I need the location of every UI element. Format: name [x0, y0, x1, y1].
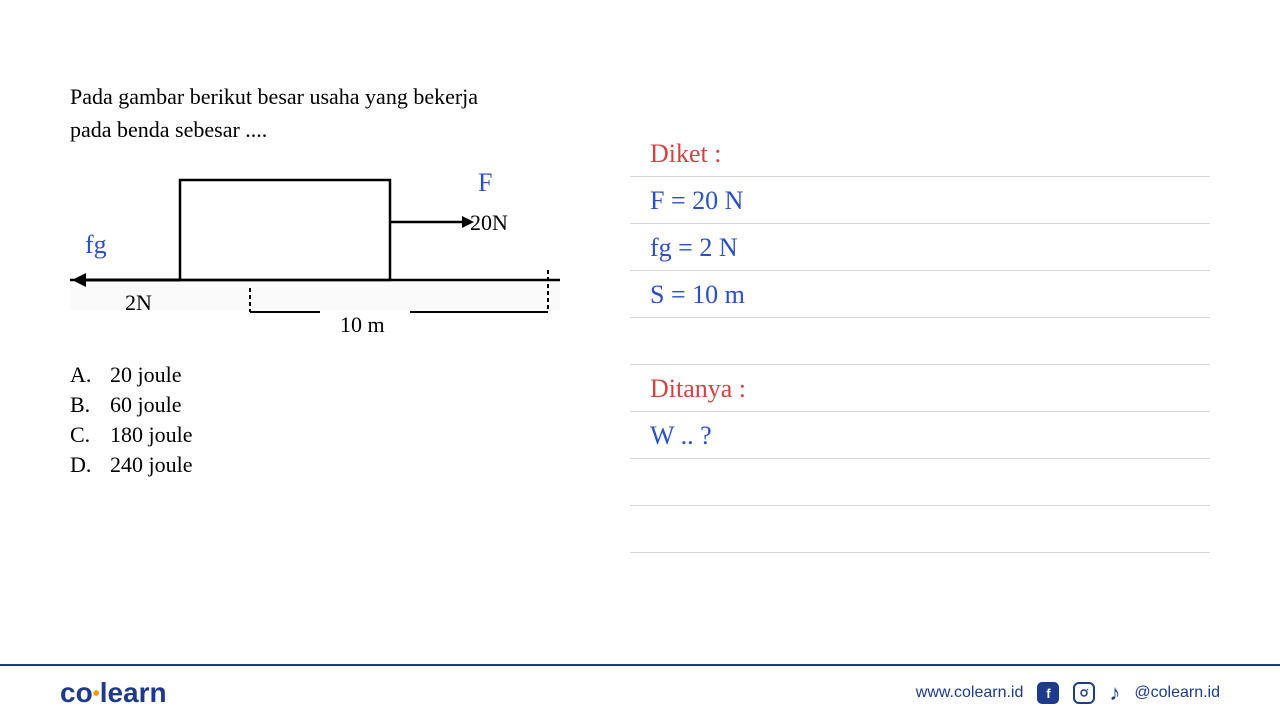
solution-handwriting: Diket : F = 20 N fg = 2 N S = 10 m Ditan… — [630, 130, 1210, 459]
option-text: 60 joule — [110, 392, 182, 418]
option-letter: D. — [70, 452, 94, 478]
option-text: 20 joule — [110, 362, 182, 388]
question-line-2: pada benda sebesar .... — [70, 117, 267, 142]
logo-dot-icon: • — [93, 683, 100, 705]
question-line-1: Pada gambar berikut besar usaha yang bek… — [70, 84, 478, 109]
solution-blank-line — [650, 318, 1210, 365]
solution-line-F: F = 20 N — [650, 177, 1210, 224]
label-friction-fg: fg — [85, 230, 107, 260]
option-d: D. 240 joule — [70, 452, 590, 478]
facebook-icon[interactable]: f — [1037, 682, 1059, 704]
option-c: C. 180 joule — [70, 422, 590, 448]
logo-co: co — [60, 677, 93, 708]
label-20N: 20N — [470, 210, 508, 236]
colearn-logo: co•learn — [60, 677, 167, 709]
solution-line-S: S = 10 m — [650, 271, 1210, 318]
option-letter: A. — [70, 362, 94, 388]
solution-panel: Diket : F = 20 N fg = 2 N S = 10 m Ditan… — [630, 80, 1210, 482]
option-letter: B. — [70, 392, 94, 418]
solution-header-diket: Diket : — [650, 130, 1210, 177]
website-link[interactable]: www.colearn.id — [916, 684, 1024, 702]
solution-line-fg: fg = 2 N — [650, 224, 1210, 271]
solution-line-W: W .. ? — [650, 412, 1210, 459]
logo-learn: learn — [100, 677, 167, 708]
instagram-icon[interactable] — [1073, 682, 1095, 704]
content-area: Pada gambar berikut besar usaha yang bek… — [0, 0, 1280, 502]
social-handle: @colearn.id — [1134, 684, 1220, 702]
label-force-F: F — [478, 168, 492, 198]
option-text: 180 joule — [110, 422, 193, 448]
label-2N: 2N — [125, 290, 152, 316]
label-10m: 10 m — [340, 312, 385, 338]
solution-header-ditanya: Ditanya : — [650, 365, 1210, 412]
question-panel: Pada gambar berikut besar usaha yang bek… — [70, 80, 590, 482]
tiktok-icon[interactable]: ♪ — [1109, 680, 1120, 706]
answer-options: A. 20 joule B. 60 joule C. 180 joule D. … — [70, 362, 590, 478]
footer-right: www.colearn.id f ♪ @colearn.id — [916, 680, 1220, 706]
option-a: A. 20 joule — [70, 362, 590, 388]
question-text: Pada gambar berikut besar usaha yang bek… — [70, 80, 590, 146]
option-b: B. 60 joule — [70, 392, 590, 418]
option-letter: C. — [70, 422, 94, 448]
physics-diagram: F fg 20N 2N 10 m — [70, 160, 560, 350]
block-shape — [180, 180, 390, 280]
footer: co•learn www.colearn.id f ♪ @colearn.id — [0, 664, 1280, 720]
option-text: 240 joule — [110, 452, 193, 478]
